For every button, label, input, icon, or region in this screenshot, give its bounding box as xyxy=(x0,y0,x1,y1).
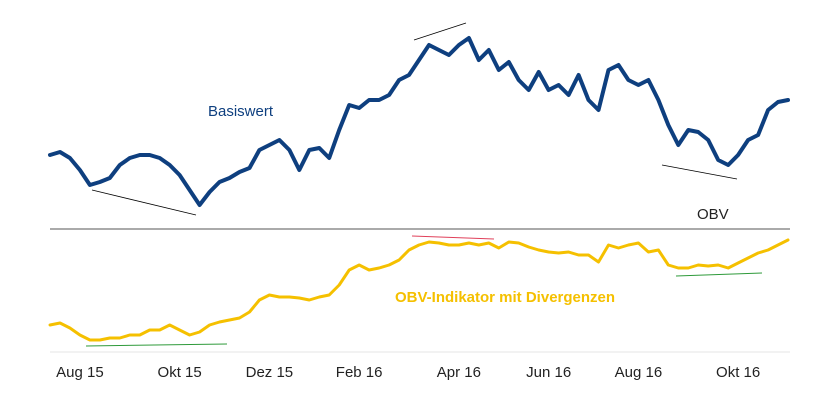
x-tick-label: Okt 16 xyxy=(716,364,760,381)
x-tick-label: Jun 16 xyxy=(526,364,571,381)
x-tick-label: Okt 15 xyxy=(158,364,202,381)
x-tick-label: Apr 16 xyxy=(437,364,481,381)
series-label: OBV-Indikator mit Divergenzen xyxy=(395,289,615,306)
x-tick-label: Feb 16 xyxy=(336,364,383,381)
series-line xyxy=(48,36,790,207)
divergence-arrow xyxy=(661,164,738,180)
series-label: Basiswert xyxy=(208,103,274,120)
x-tick-label: Dez 15 xyxy=(246,364,294,381)
divergence-line xyxy=(85,343,228,347)
annotation: OBV xyxy=(697,206,729,223)
x-tick-label: Aug 15 xyxy=(56,364,104,381)
divergence-arrow xyxy=(91,189,197,216)
x-tick-label: Aug 16 xyxy=(615,364,663,381)
series-line xyxy=(48,238,790,342)
divergence-line xyxy=(411,235,495,240)
divergence-line xyxy=(675,272,763,277)
divergence-arrow xyxy=(413,22,467,41)
